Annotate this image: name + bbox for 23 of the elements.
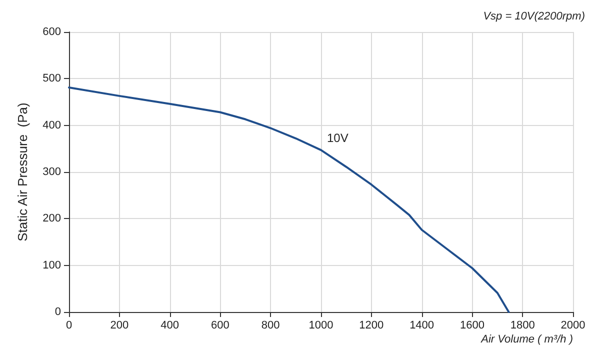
y-tick-label: 300 [42,166,61,178]
x-tick-label: 200 [110,320,129,332]
x-tick-label: 800 [261,320,280,332]
x-axis-title: Air Volume ( m³/h ) [480,334,574,346]
y-tick-label: 100 [42,259,61,272]
x-tick-label: 2000 [560,320,586,332]
series-label: 10V [327,131,348,146]
x-tick-label: 1400 [410,320,434,332]
x-tick-label: 1000 [308,320,334,332]
y-tick-label: 600 [42,26,61,38]
y-tick-label: 500 [42,72,61,85]
x-tick-label: 1200 [359,320,384,332]
x-tick-label: 600 [211,320,230,332]
y-axis-title: Static Air Pressure (Pa) [15,102,30,242]
y-tick-label: 400 [42,119,61,132]
line-series [68,86,510,313]
x-tick-label: 1800 [510,320,535,332]
y-tick-label: 0 [54,306,61,318]
x-tick-label: 0 [66,320,72,332]
y-tick-label: 200 [42,212,61,225]
x-tick-label: 1600 [460,320,484,332]
chart-subtitle: Vsp = 10V(2200rpm) [483,10,586,22]
x-tick-label: 400 [160,320,179,332]
